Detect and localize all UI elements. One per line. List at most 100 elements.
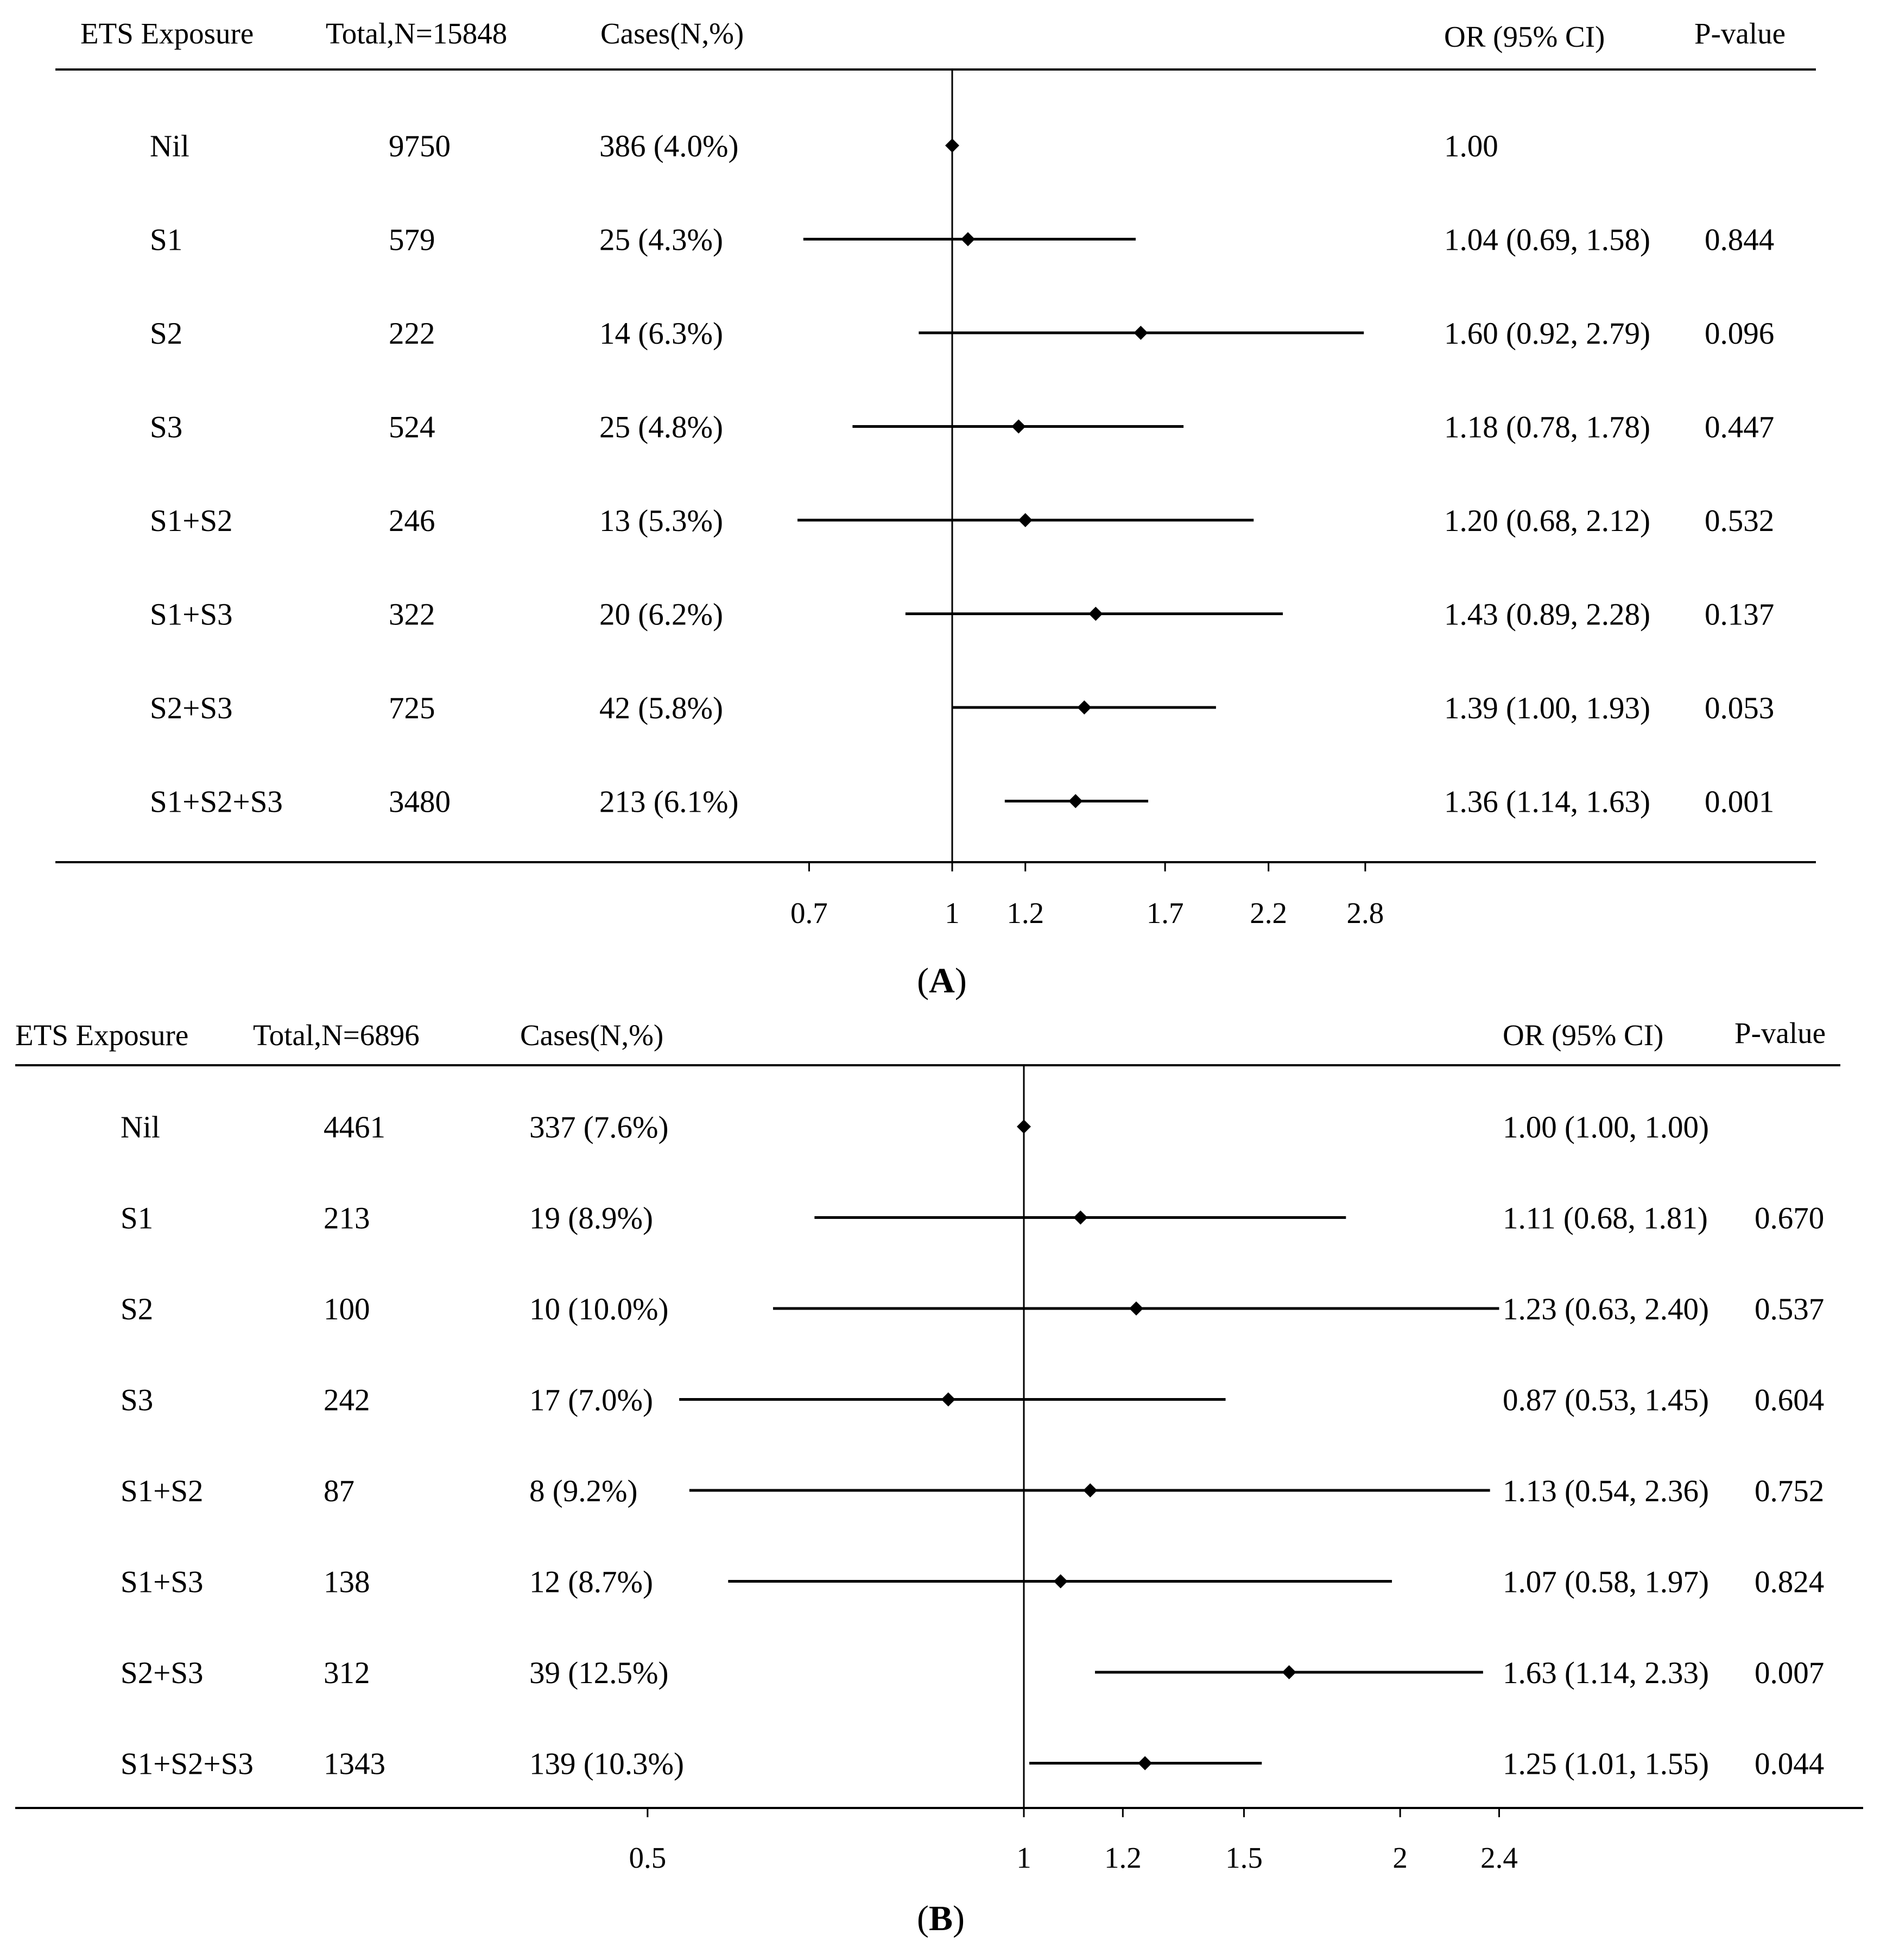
row-exposure-label: S2+S3 xyxy=(150,691,233,725)
row-cases-value: 8 (9.2%) xyxy=(529,1474,637,1508)
header-total: Total,N=6896 xyxy=(253,1019,420,1052)
header-ets-exposure: ETS Exposure xyxy=(15,1019,188,1052)
row-p-value: 0.752 xyxy=(1755,1474,1824,1508)
row-or-ci-value: 1.36 (1.14, 1.63) xyxy=(1444,785,1650,819)
row-total-value: 138 xyxy=(324,1565,370,1599)
row-total-value: 222 xyxy=(389,317,435,351)
x-axis-ticks: 0.5 1 1.2 1.5 2 2.4 xyxy=(629,1808,1518,1874)
or-point xyxy=(1134,326,1148,340)
header-ets-exposure: ETS Exposure xyxy=(80,17,254,50)
row-cases-value: 10 (10.0%) xyxy=(529,1292,668,1326)
plot-marks xyxy=(797,69,1364,862)
header-total: Total,N=15848 xyxy=(326,17,507,50)
x-tick-label: 2 xyxy=(1392,1841,1408,1874)
row-p-value: 0.044 xyxy=(1755,1747,1824,1781)
row-exposure-label: Nil xyxy=(121,1110,160,1145)
row-p-value: 0.537 xyxy=(1755,1292,1824,1326)
row-exposure-label: S1+S2+S3 xyxy=(150,785,283,819)
row-or-ci-value: 1.04 (0.69, 1.58) xyxy=(1444,223,1650,257)
row-cases-value: 213 (6.1%) xyxy=(599,785,738,819)
row-or-ci-value: 1.18 (0.78, 1.78) xyxy=(1444,410,1650,445)
row-cases-value: 13 (5.3%) xyxy=(599,504,723,538)
row-or-ci-value: 1.60 (0.92, 2.79) xyxy=(1444,317,1650,351)
row-or-ci-value: 1.11 (0.68, 1.81) xyxy=(1503,1202,1708,1236)
or-point xyxy=(1018,513,1033,527)
row-total-value: 1343 xyxy=(324,1747,385,1781)
table-rows: Nil 9750 386 (4.0%) 1.00 S1 579 25 (4.3%) 1.04 … xyxy=(150,129,1774,819)
row-p-value: 0.532 xyxy=(1705,504,1774,538)
or-point xyxy=(941,1392,955,1407)
row-exposure-label: Nil xyxy=(150,129,189,163)
row-exposure-label: S1+S3 xyxy=(150,598,233,632)
panel-b: ETS Exposure Total,N=6896 Cases(N,%) OR … xyxy=(15,1016,1863,1938)
row-total-value: 4461 xyxy=(324,1110,385,1145)
row-or-ci-value: 1.13 (0.54, 2.36) xyxy=(1503,1474,1709,1508)
row-exposure-label: S1 xyxy=(121,1202,153,1236)
row-exposure-label: S3 xyxy=(150,410,182,445)
panel-label-b: (B) xyxy=(917,1899,965,1938)
or-point xyxy=(960,232,975,246)
row-p-value: 0.007 xyxy=(1755,1656,1824,1690)
row-or-ci-value: 0.87 (0.53, 1.45) xyxy=(1503,1383,1709,1418)
x-tick-label: 1 xyxy=(1016,1841,1031,1874)
plot-marks xyxy=(679,1065,1499,1808)
row-or-ci-value: 1.20 (0.68, 2.12) xyxy=(1444,504,1650,538)
x-tick-label: 2.2 xyxy=(1250,896,1287,930)
or-point xyxy=(1017,1120,1031,1134)
row-exposure-label: S2 xyxy=(150,317,182,351)
row-cases-value: 25 (4.8%) xyxy=(599,410,723,445)
row-exposure-label: S2 xyxy=(121,1292,153,1326)
or-point xyxy=(945,138,959,153)
row-cases-value: 337 (7.6%) xyxy=(529,1110,668,1145)
or-point xyxy=(1011,419,1026,434)
or-point xyxy=(1129,1301,1144,1316)
x-tick-label: 0.7 xyxy=(790,896,828,930)
row-cases-value: 42 (5.8%) xyxy=(599,691,723,725)
row-total-value: 579 xyxy=(389,223,435,257)
or-point xyxy=(1282,1665,1296,1679)
row-p-value: 0.844 xyxy=(1705,223,1774,257)
row-total-value: 725 xyxy=(389,691,435,725)
row-or-ci-value: 1.07 (0.58, 1.97) xyxy=(1503,1565,1709,1599)
header-p-value: P-value xyxy=(1694,17,1786,50)
x-tick-label: 1.2 xyxy=(1104,1841,1142,1874)
panel-label-a: (A) xyxy=(917,961,967,1001)
row-total-value: 87 xyxy=(324,1474,354,1508)
row-p-value: 0.604 xyxy=(1755,1383,1824,1418)
row-exposure-label: S3 xyxy=(121,1383,153,1418)
row-or-ci-value: 1.43 (0.89, 2.28) xyxy=(1444,598,1650,632)
or-point xyxy=(1077,700,1092,715)
row-or-ci-value: 1.63 (1.14, 2.33) xyxy=(1503,1656,1709,1690)
row-total-value: 100 xyxy=(324,1292,370,1326)
row-cases-value: 20 (6.2%) xyxy=(599,598,723,632)
table-rows: Nil 4461 337 (7.6%) 1.00 (1.00, 1.00) S1 213 1… xyxy=(121,1110,1824,1781)
row-or-ci-value: 1.25 (1.01, 1.55) xyxy=(1503,1747,1709,1781)
x-tick-label: 2.4 xyxy=(1480,1841,1518,1874)
or-point xyxy=(1053,1574,1068,1589)
row-total-value: 524 xyxy=(389,410,435,445)
x-tick-label: 0.5 xyxy=(629,1841,666,1874)
header-cases: Cases(N,%) xyxy=(520,1019,663,1052)
row-cases-value: 14 (6.3%) xyxy=(599,317,723,351)
or-point xyxy=(1083,1483,1098,1497)
row-p-value: 0.824 xyxy=(1755,1565,1824,1599)
row-total-value: 213 xyxy=(324,1202,370,1236)
or-point xyxy=(1073,1210,1088,1225)
header-or-ci: OR (95% CI) xyxy=(1503,1019,1663,1052)
panel-label-b-letter: B xyxy=(929,1899,953,1938)
row-total-value: 312 xyxy=(324,1656,370,1690)
row-exposure-label: S1+S2+S3 xyxy=(121,1747,254,1781)
row-or-ci-value: 1.39 (1.00, 1.93) xyxy=(1444,691,1650,725)
row-cases-value: 139 (10.3%) xyxy=(529,1747,684,1781)
row-total-value: 242 xyxy=(324,1383,370,1418)
row-total-value: 3480 xyxy=(389,785,451,819)
or-point xyxy=(1088,606,1103,621)
row-exposure-label: S2+S3 xyxy=(121,1656,204,1690)
row-exposure-label: S1 xyxy=(150,223,182,257)
row-total-value: 322 xyxy=(389,598,435,632)
x-axis-ticks: 0.7 1 1.2 1.7 2.2 2.8 xyxy=(790,862,1384,930)
row-cases-value: 25 (4.3%) xyxy=(599,223,723,257)
row-cases-value: 12 (8.7%) xyxy=(529,1565,653,1599)
row-p-value: 0.001 xyxy=(1705,785,1774,819)
